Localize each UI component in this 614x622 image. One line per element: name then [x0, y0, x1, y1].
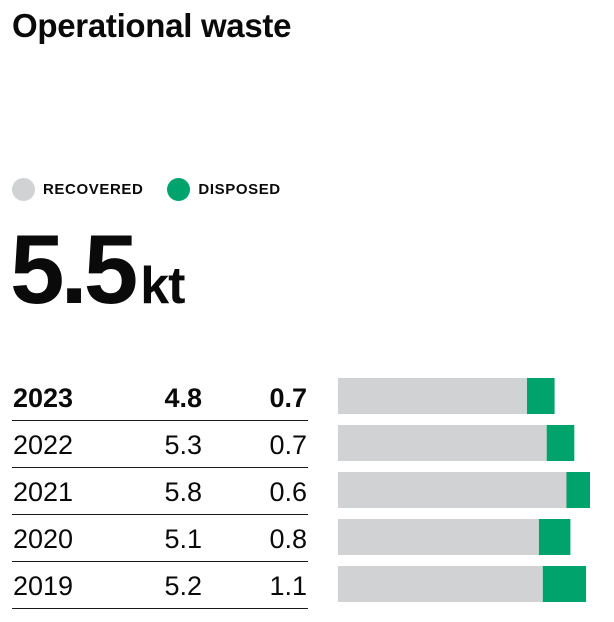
bar-recovered-2022: [338, 425, 547, 461]
legend-item-disposed: DISPOSED: [167, 177, 281, 201]
page-title: Operational waste: [12, 7, 292, 44]
recovered-value-label: 4.8: [164, 383, 202, 413]
table-row: 2019 5.2 1.1: [12, 562, 308, 609]
recovered-value-label: 5.2: [164, 571, 202, 601]
bar-recovered-2021: [338, 472, 567, 508]
bar-recovered-2019: [338, 566, 543, 602]
recovered-value-label: 5.1: [164, 524, 202, 554]
bar-disposed-2022: [546, 425, 575, 461]
legend: RECOVERED DISPOSED: [12, 176, 305, 202]
bar-recovered-2023: [338, 378, 527, 414]
headline-value: 5.5: [10, 214, 138, 324]
legend-swatch-recovered: [12, 177, 35, 201]
headline-unit: kt: [140, 257, 185, 315]
bar-area: [338, 0, 614, 622]
disposed-value-label: 0.8: [269, 524, 307, 554]
table-row: 2021 5.8 0.6: [12, 468, 308, 515]
year-label: 2019: [13, 571, 74, 601]
legend-swatch-disposed: [167, 177, 191, 201]
year-label: 2020: [13, 524, 74, 554]
bar-disposed-2021: [566, 472, 590, 508]
legend-label-disposed: DISPOSED: [198, 180, 281, 198]
bar-chart-svg: [338, 378, 590, 602]
disposed-value-label: 0.7: [269, 430, 307, 460]
data-table: 2023 4.8 0.7 2022 5.3 0.7 2021 5.8 0.6 2…: [12, 374, 308, 609]
recovered-value-label: 5.3: [164, 430, 202, 460]
year-label: 2023: [13, 383, 74, 413]
year-label: 2022: [13, 430, 74, 460]
disposed-value-label: 0.6: [269, 477, 307, 507]
legend-label-recovered: RECOVERED: [43, 180, 144, 198]
bar-disposed-2023: [527, 378, 555, 414]
recovered-value-label: 5.8: [164, 477, 202, 507]
headline-total: 5.5 kt: [10, 214, 185, 324]
year-label: 2021: [13, 477, 74, 507]
disposed-value-label: 0.7: [269, 383, 307, 413]
legend-item-recovered: RECOVERED: [12, 177, 144, 201]
table-row: 2022 5.3 0.7: [12, 421, 308, 468]
disposed-value-label: 1.1: [269, 571, 307, 601]
table-row: 2023 4.8 0.7: [12, 374, 308, 421]
table-row: 2020 5.1 0.8: [12, 515, 308, 562]
bar-recovered-2020: [338, 519, 539, 555]
bar-disposed-2019: [542, 566, 587, 602]
bar-disposed-2020: [538, 519, 571, 555]
